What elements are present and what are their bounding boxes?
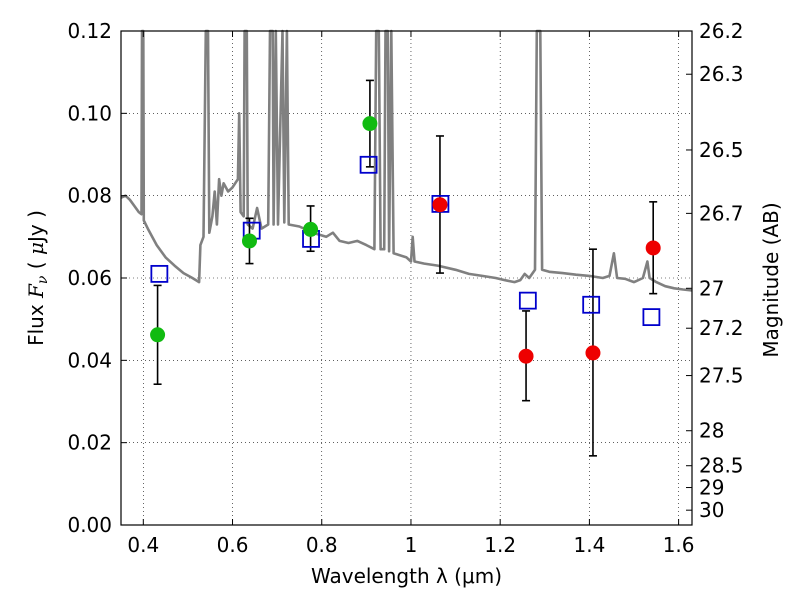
y-axis-label-unit-open: ( [24, 255, 48, 276]
optical-point [241, 233, 257, 249]
model-square [518, 291, 537, 310]
y-tick-label: 0.12 [67, 19, 112, 43]
y2-tick-label: 30 [699, 498, 724, 522]
y2-tick-label: 26.2 [699, 19, 744, 43]
y2-tick-label: 28.5 [699, 454, 744, 478]
y2-tick-label: 27 [699, 276, 724, 300]
y2-tick-label: 26.5 [699, 138, 744, 162]
model-square [359, 155, 378, 174]
y2-tick-label: 27.5 [699, 364, 744, 388]
x-tick-label: 0.6 [217, 533, 249, 557]
x-axis-label: Wavelength λ (μm) [311, 564, 502, 588]
x-tick-label: 1.6 [663, 533, 695, 557]
y-axis-label: Flux Fν ( μJy ) [24, 210, 51, 346]
nir-point [432, 197, 448, 213]
x-tick-label: 1 [405, 533, 418, 557]
axis-ticks: 0.4 0.6 0.8 1 1.2 1.4 1.6 0.00 0.02 0.04 0.06 0.08 0… [67, 19, 743, 557]
x-tick-label: 1.2 [484, 533, 516, 557]
photometry-points [150, 116, 661, 364]
nir-point [645, 240, 661, 256]
y-axis-label-unit-mu: μ [24, 242, 48, 255]
y2-tick-label: 29 [699, 476, 724, 500]
nir-point [585, 345, 601, 361]
y-axis-label-subscript: ν [35, 275, 51, 284]
y-tick-label: 0.06 [67, 266, 112, 290]
model-squares-series [150, 155, 661, 327]
nir-point [518, 348, 534, 364]
y-axis-label-symbol: F [24, 283, 48, 299]
optical-point [150, 327, 166, 343]
y2-tick-label: 27.2 [699, 316, 744, 340]
optical-point [362, 116, 378, 132]
y-tick-label: 0.02 [67, 431, 112, 455]
y-tick-label: 0.04 [67, 348, 112, 372]
y-tick-label: 0.08 [67, 184, 112, 208]
optical-point [303, 221, 319, 237]
y2-axis-label: Magnitude (AB) [759, 202, 783, 357]
y-axis-label-prefix: Flux [24, 298, 48, 346]
y-axis-label-unit-rest: Jy ) [24, 210, 48, 244]
x-tick-label: 0.4 [127, 533, 159, 557]
y2-tick-label: 26.3 [699, 62, 744, 86]
model-square [150, 264, 169, 283]
y2-tick-label: 28 [699, 419, 724, 443]
y2-tick-label: 26.7 [699, 201, 744, 225]
x-tick-label: 1.4 [573, 533, 605, 557]
model-square [642, 308, 661, 327]
y-tick-label: 0.00 [67, 513, 112, 537]
spectrum-line [120, 29, 693, 292]
model-square [582, 295, 601, 314]
x-tick-label: 0.8 [306, 533, 338, 557]
y-tick-label: 0.10 [67, 101, 112, 125]
spectrum-series [120, 29, 693, 292]
